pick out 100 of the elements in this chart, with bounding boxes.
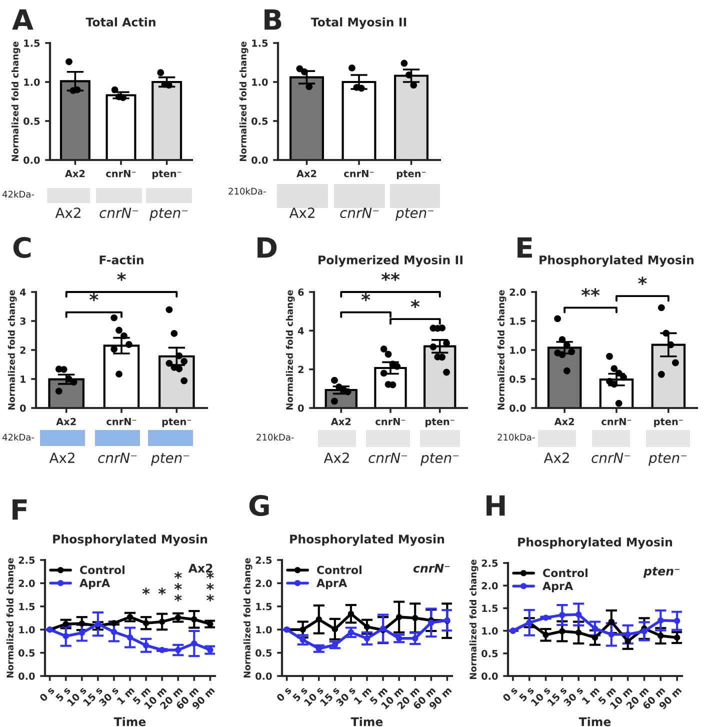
point	[624, 631, 631, 638]
annotation: *	[90, 292, 98, 302]
point	[174, 646, 182, 654]
annotation: *	[158, 588, 166, 595]
y-tick-label: 2.5	[256, 556, 272, 564]
y-axis-title: Normalized fold change	[6, 558, 16, 678]
point	[658, 617, 664, 624]
point	[316, 616, 322, 623]
point	[412, 614, 418, 622]
point	[624, 638, 631, 644]
x-tick-label: 0 s	[502, 686, 518, 702]
x-tick-label: Ax2	[56, 418, 76, 426]
annotation: cnrN⁻	[413, 564, 450, 573]
chart-title: Total Myosin II	[310, 17, 406, 29]
legend-label: AprA	[80, 578, 110, 590]
y-tick-label: 0.0	[24, 156, 40, 164]
text: 210kDa-	[228, 188, 266, 195]
x-tick-label: pten⁻	[152, 170, 182, 180]
bar	[152, 80, 182, 160]
x-tick-label: cnrN⁻	[344, 170, 374, 178]
chart-title: Polymerized Myosin II	[318, 255, 462, 267]
annotation: pten⁻	[643, 567, 680, 578]
x-tick-label: pten⁻	[426, 418, 454, 428]
annotation: * * *	[174, 572, 182, 602]
y-tick-label: 1.5	[256, 603, 272, 610]
point	[575, 611, 582, 618]
text: 42kDa-	[2, 434, 34, 441]
text: Ax2	[55, 208, 80, 218]
y-tick-label: 1.0	[252, 78, 268, 86]
y-tick-label: 2.0	[510, 288, 526, 296]
point	[158, 646, 166, 654]
text: 210kDa-	[498, 434, 535, 441]
y-tick-label: 0.5	[18, 649, 35, 657]
point	[332, 626, 338, 632]
chart-title: Phosphorylated Myosin	[518, 537, 672, 549]
y-tick-label: 0.5	[252, 117, 268, 125]
point	[364, 635, 370, 642]
point	[674, 634, 680, 641]
annotation: *	[361, 292, 370, 302]
point	[592, 625, 598, 632]
annotation: * * *	[206, 572, 214, 602]
text: B	[264, 9, 282, 30]
legend-label: Control	[317, 566, 362, 574]
y-tick-label: 0.0	[256, 672, 272, 680]
y-tick-label: 0.0	[252, 156, 268, 164]
y-tick-label: 0.5	[510, 375, 526, 383]
point	[191, 616, 198, 623]
y-tick-label: 0.0	[510, 404, 526, 412]
y-tick-label: 1.5	[510, 318, 526, 325]
point	[674, 618, 680, 624]
legend-label: AprA	[542, 582, 574, 592]
x-tick-label: 0 s	[276, 686, 292, 702]
point	[396, 614, 402, 620]
text: 210kDa-	[256, 434, 294, 441]
y-axis-title: Normalized fold change	[497, 290, 506, 410]
x-tick-label: Ax2	[330, 418, 351, 426]
y-axis-title: Normalized fold change	[8, 290, 17, 410]
x-tick-label: cnrN⁻	[106, 170, 136, 178]
y-tick-label: 1.0	[510, 346, 526, 354]
y-tick-label: 1.5	[24, 40, 40, 47]
text: Ax2	[289, 208, 314, 218]
text: E	[518, 237, 532, 258]
y-tick-label: 2	[20, 346, 26, 354]
point	[110, 628, 118, 636]
x-tick-label: pten⁻	[162, 418, 192, 428]
point	[174, 614, 182, 621]
x-tick-label: cnrN⁻	[106, 418, 136, 426]
point	[559, 628, 566, 634]
text: G	[249, 495, 269, 516]
y-axis-title: Normalized fold change	[239, 42, 248, 161]
x-tick-label: Ax2	[64, 170, 85, 178]
annotation: Ax2	[188, 564, 212, 572]
point	[592, 634, 598, 641]
y-tick-label: 0	[20, 404, 26, 412]
chart-title: Phosphorylated Myosin	[540, 255, 694, 267]
y-tick-label: 1.5	[482, 604, 498, 612]
x-axis-title: Time	[350, 717, 383, 726]
y-tick-label: 1.0	[24, 78, 40, 86]
text: A	[12, 9, 34, 30]
point	[191, 640, 198, 647]
y-tick-label: 1.0	[256, 626, 272, 634]
y-axis-title: Normalized fold change	[243, 558, 252, 678]
y-tick-label: 1	[20, 376, 26, 383]
point	[316, 646, 322, 652]
point	[62, 632, 69, 640]
y-tick-label: 2.0	[256, 580, 272, 588]
legend-label: Control	[80, 566, 124, 574]
text: pten⁻	[395, 208, 434, 221]
text: cnrN⁻	[340, 208, 379, 218]
chart-title: Phosphorylated Myosin	[53, 534, 208, 546]
y-tick-label: 0.0	[482, 672, 498, 680]
x-tick-label: pten⁻	[654, 418, 683, 428]
text: pten⁻	[149, 208, 188, 221]
y-tick-label: 0.5	[482, 650, 498, 658]
chart-title: Total Actin	[86, 17, 156, 26]
text: Ax2	[324, 452, 349, 463]
text: **	[381, 272, 400, 281]
text: pten⁻	[648, 453, 687, 466]
text: Ax2	[544, 452, 569, 463]
y-tick-label: 2.5	[482, 559, 498, 567]
